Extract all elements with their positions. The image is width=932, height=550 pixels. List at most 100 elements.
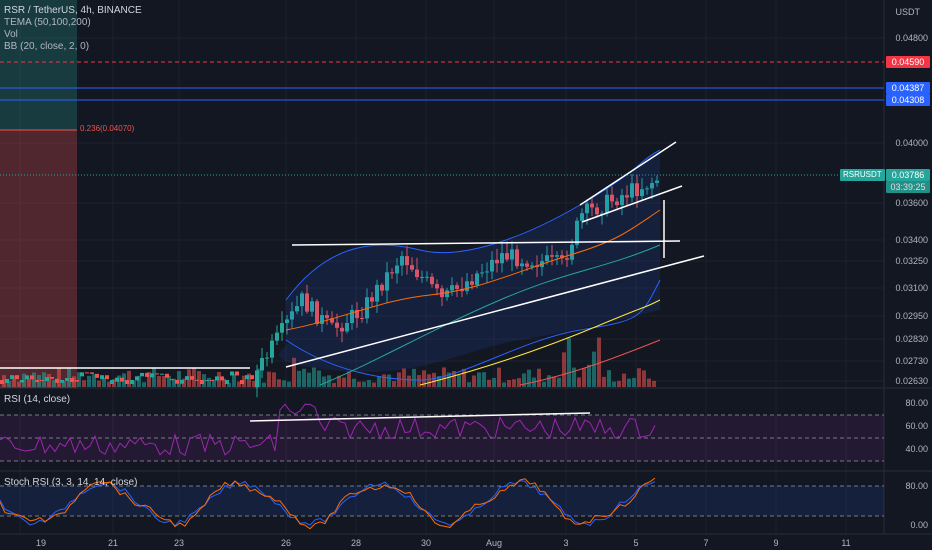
- volume-bar: [647, 378, 651, 387]
- time-label: 9: [773, 538, 779, 548]
- volume-bar: [622, 373, 626, 387]
- tema-fast: [319, 244, 661, 386]
- candle-body: [35, 380, 39, 382]
- candle-body: [385, 272, 389, 291]
- current-price-tag[interactable]: 0.03786: [886, 169, 930, 181]
- candle-body: [530, 265, 534, 267]
- candle-body: [455, 285, 459, 289]
- currency-label[interactable]: USDT: [895, 7, 921, 17]
- candle-body: [580, 213, 584, 221]
- volume-bar: [297, 370, 301, 387]
- volume-bar: [272, 372, 276, 387]
- volume-bar: [527, 369, 531, 387]
- fib-zone-green: [0, 0, 77, 130]
- candle-body: [645, 188, 649, 190]
- candle-body: [590, 203, 594, 208]
- volume-bar: [512, 379, 516, 387]
- time-label: Aug: [485, 538, 503, 548]
- price-tag-resistance[interactable]: 0.04590: [886, 56, 930, 68]
- symbol-tag[interactable]: RSRUSDT: [840, 169, 885, 181]
- candle-body: [640, 189, 644, 197]
- price-tag-lower[interactable]: 0.04308: [886, 94, 930, 106]
- time-label: 26: [280, 538, 292, 548]
- candle-body: [545, 255, 549, 262]
- candle-body: [450, 285, 454, 291]
- candle-body: [415, 269, 419, 278]
- symbol-title[interactable]: RSR / TetherUS, 4h, BINANCE: [4, 5, 142, 16]
- stoch-d-line: [0, 477, 656, 530]
- candle-body: [95, 373, 99, 378]
- volume-bar: [372, 382, 376, 387]
- stoch-title[interactable]: Stoch RSI (3, 3, 14, 14, close): [4, 477, 138, 488]
- candle-body: [340, 327, 344, 332]
- volume-bar: [482, 372, 486, 387]
- indicator-vol[interactable]: Vol: [4, 29, 18, 40]
- volume-bar: [312, 367, 316, 387]
- volume-bar: [322, 376, 326, 387]
- candle-body: [160, 373, 164, 375]
- candle-body: [215, 376, 219, 381]
- candle-body: [200, 380, 204, 384]
- candle-body: [40, 380, 44, 381]
- rsi-title[interactable]: RSI (14, close): [4, 394, 71, 405]
- fib-label: 0.236(0.04070): [80, 124, 135, 133]
- time-label: 7: [703, 538, 709, 548]
- candle-body: [80, 372, 84, 377]
- stoch-band: [0, 486, 884, 516]
- candle-body: [475, 273, 479, 285]
- candle-body: [180, 379, 184, 384]
- volume-bar: [507, 380, 511, 387]
- volume-bar: [442, 367, 446, 387]
- trendline-resistance: [291, 240, 681, 246]
- candle-body: [620, 195, 624, 206]
- volume-bar: [367, 380, 371, 387]
- candle-body: [100, 375, 104, 380]
- indicator-tema[interactable]: TEMA (50,100,200): [4, 17, 91, 28]
- volume-bar: [57, 367, 61, 387]
- candle-body: [325, 315, 329, 319]
- volume-bar: [627, 378, 631, 387]
- volume-bar: [332, 382, 336, 387]
- indicator-bb[interactable]: BB (20, close, 2, 0): [4, 41, 90, 52]
- volume-bar: [27, 378, 31, 387]
- candle-body: [45, 377, 49, 382]
- bollinger-basis: [285, 209, 661, 331]
- volume-bar: [452, 370, 456, 387]
- price-tag-upper[interactable]: 0.04387: [886, 82, 930, 94]
- volume-bar: [637, 368, 641, 387]
- rsi-tick: 60.00: [905, 421, 928, 431]
- candle-body: [560, 255, 564, 259]
- candle-body: [230, 371, 234, 376]
- volume-bar: [517, 378, 521, 387]
- time-label: 21: [107, 538, 119, 548]
- volume-bar: [87, 375, 91, 387]
- chart-legend: RSR / TetherUS, 4h, BINANCE TEMA (50,100…: [4, 5, 142, 53]
- candle-body: [515, 249, 519, 267]
- volume-bar: [32, 372, 36, 387]
- candle-body: [350, 310, 354, 323]
- candle-body: [135, 376, 139, 381]
- candle-body: [595, 207, 599, 215]
- volume-bar: [602, 376, 606, 387]
- tema-slow: [519, 339, 661, 386]
- volume-bar: [142, 382, 146, 387]
- volume-bar: [237, 381, 241, 387]
- candle-body: [655, 180, 659, 184]
- candle-body: [220, 376, 224, 381]
- volume-bar: [62, 381, 66, 387]
- volume-bar: [17, 381, 21, 387]
- candle-body: [20, 380, 24, 383]
- time-label: 28: [350, 538, 362, 548]
- volume-bar: [157, 375, 161, 387]
- volume-bar: [397, 372, 401, 387]
- volume-bar: [167, 375, 171, 387]
- candle-body: [240, 380, 244, 384]
- volume-bar: [342, 377, 346, 387]
- candle-body: [120, 377, 124, 382]
- time-label: 3: [563, 538, 569, 548]
- candle-body: [190, 376, 194, 380]
- price-tick: 0.02950: [895, 311, 928, 321]
- rsi-tick: 40.00: [905, 444, 928, 454]
- candle-body: [305, 293, 309, 312]
